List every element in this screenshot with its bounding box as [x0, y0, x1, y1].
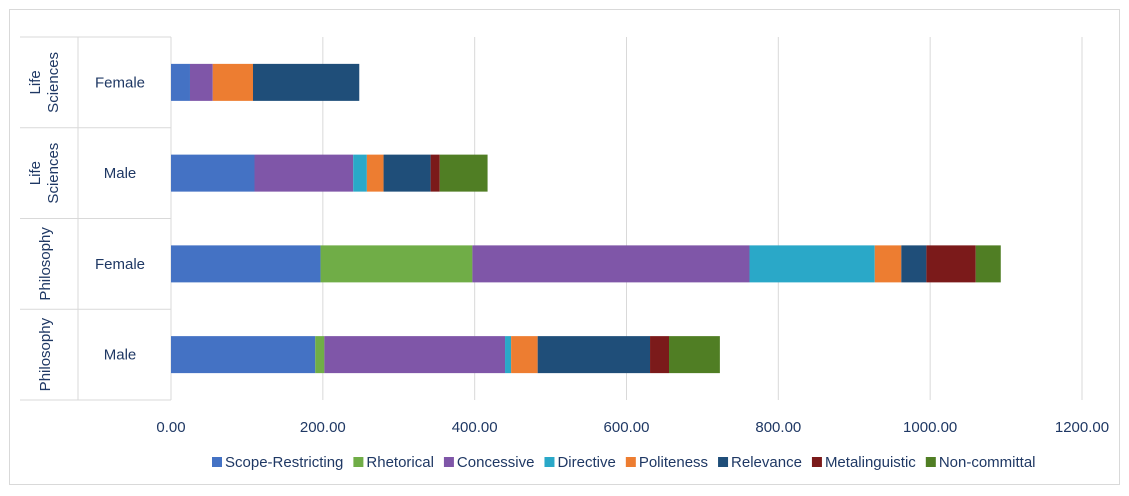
x-tick-label: 1000.00: [903, 419, 957, 436]
x-tick-label: 600.00: [604, 419, 650, 436]
category-axis: Female LifeSciences Male LifeSciences Female…: [20, 36, 172, 401]
group-label: LifeSciences: [27, 52, 62, 113]
bar-segment: [171, 63, 190, 101]
legend-label: Directive: [557, 454, 615, 471]
bar-segment: [320, 245, 473, 283]
bar-segment: [511, 336, 538, 374]
legend-label: Concessive: [457, 454, 535, 471]
bar-segment: [505, 336, 512, 374]
bar-segment: [212, 63, 253, 101]
x-tick-label: 800.00: [755, 419, 801, 436]
bar-segment: [430, 154, 440, 192]
bar-segment: [926, 245, 976, 283]
legend-label: Non-committal: [939, 454, 1036, 471]
bar-segment: [439, 154, 488, 192]
bar-segment: [537, 336, 651, 374]
category-label: Female: [95, 256, 145, 273]
bar-segment: [171, 336, 316, 374]
bar-segment: [874, 245, 902, 283]
legend-label: Scope-Restricting: [225, 454, 343, 471]
bar-segment: [353, 154, 367, 192]
bar-segment: [171, 245, 321, 283]
bar-segment: [252, 63, 360, 101]
x-tick-label: 200.00: [300, 419, 346, 436]
legend-swatch: [811, 457, 822, 467]
category-label: Female: [95, 74, 145, 91]
bar-segment: [315, 336, 325, 374]
x-tick-label: 0.00: [156, 419, 185, 436]
bar-segment: [189, 63, 213, 101]
bar-segment: [975, 245, 1001, 283]
legend-swatch: [625, 457, 636, 467]
bar-segment: [669, 336, 720, 374]
group-label: Philosophy: [37, 317, 54, 391]
x-tick-label: 1200.00: [1055, 419, 1109, 436]
group-label: LifeSciences: [27, 143, 62, 204]
legend-swatch: [212, 457, 222, 467]
bar-segment: [254, 154, 354, 192]
bar-segment: [650, 336, 670, 374]
legend: Scope-Restricting Rhetorical Concessive Dir…: [212, 454, 1036, 471]
category-label: Male: [104, 347, 137, 364]
legend-swatch: [353, 457, 364, 467]
bars: [171, 63, 1001, 374]
legend-swatch: [544, 457, 555, 467]
legend-swatch: [925, 457, 936, 467]
legend-label: Relevance: [731, 454, 802, 471]
bar-segment: [324, 336, 506, 374]
bar-segment: [749, 245, 875, 283]
bar-segment: [366, 154, 384, 192]
group-label: Philosophy: [37, 227, 54, 301]
legend-label: Metalinguistic: [825, 454, 916, 471]
legend-label: Rhetorical: [366, 454, 434, 471]
bar-segment: [901, 245, 927, 283]
legend-label: Politeness: [639, 454, 708, 471]
bar-segment: [383, 154, 431, 192]
bar-segment: [171, 154, 255, 192]
category-label: Male: [104, 165, 137, 182]
legend-swatch: [443, 457, 454, 467]
x-tick-labels: 0.00 200.00 400.00 600.00 800.00 1000.00 1200.…: [156, 419, 1109, 436]
legend-swatch: [718, 457, 729, 467]
bar-segment: [472, 245, 750, 283]
x-tick-label: 400.00: [452, 419, 498, 436]
